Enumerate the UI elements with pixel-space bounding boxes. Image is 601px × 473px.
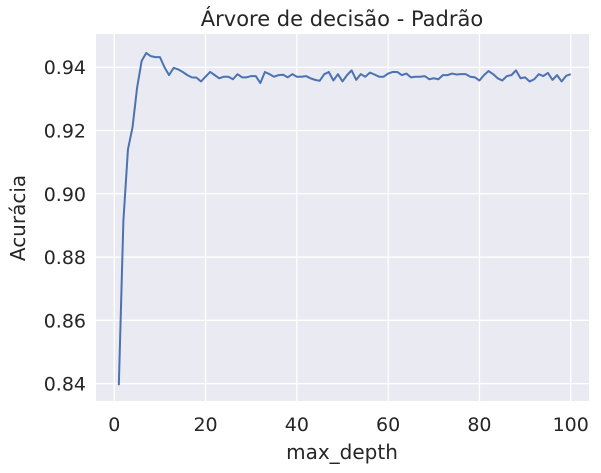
y-tick-labels: 0.84 0.86 0.88 0.90 0.92 0.94: [44, 57, 86, 395]
y-tick-label: 0.86: [44, 310, 86, 332]
y-tick-label: 0.94: [44, 57, 86, 79]
x-tick-label: 20: [193, 414, 217, 436]
y-tick-label: 0.92: [44, 120, 86, 142]
x-axis-label: max_depth: [286, 440, 398, 464]
y-tick-label: 0.84: [44, 374, 86, 396]
x-tick-label: 0: [108, 414, 120, 436]
series-layer: [117, 51, 572, 386]
x-tick-label: 100: [553, 414, 589, 436]
y-axis-label: Acurácia: [6, 175, 30, 261]
accuracy-series-line: [117, 51, 572, 386]
chart-title: Árvore de decisão - Padrão: [201, 6, 483, 31]
plot-background: [96, 34, 589, 401]
grid-lines: [96, 34, 589, 401]
x-tick-label: 60: [376, 414, 400, 436]
x-tick-labels: 0 20 40 60 80 100: [108, 414, 589, 436]
y-tick-label: 0.90: [44, 184, 86, 206]
x-tick-label: 80: [467, 414, 491, 436]
y-tick-label: 0.88: [44, 247, 86, 269]
x-tick-label: 40: [285, 414, 309, 436]
